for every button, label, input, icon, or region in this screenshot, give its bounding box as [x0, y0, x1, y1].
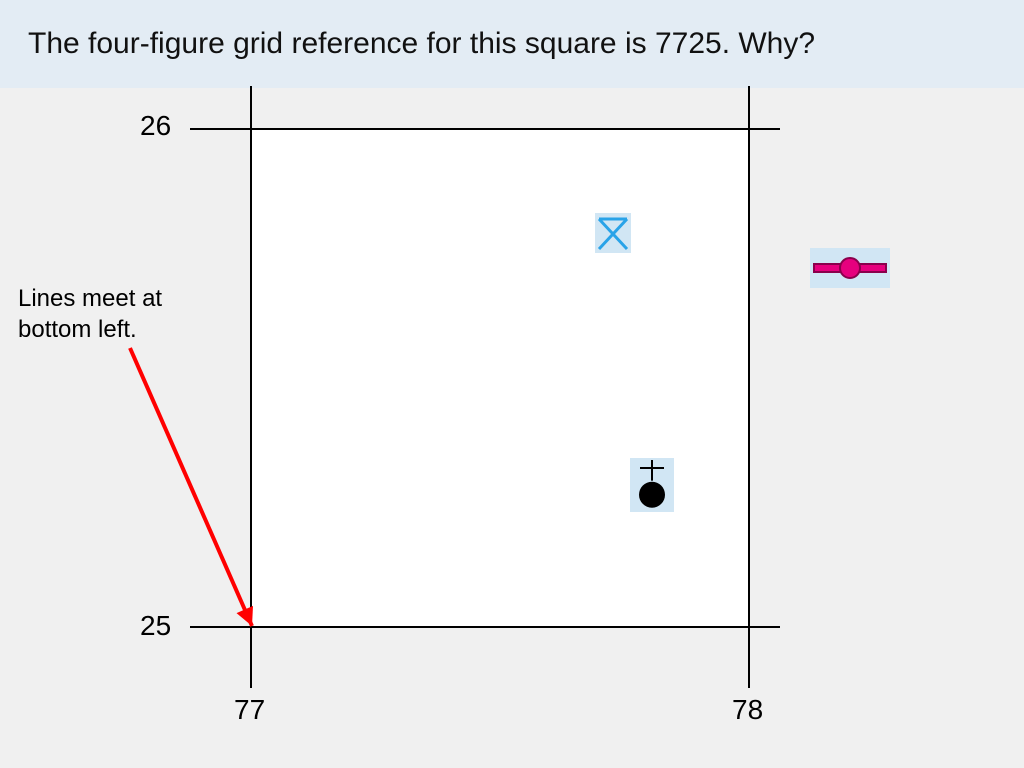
diagram-stage: 26 25 77 78 Lines meet at bottom left. [0, 88, 1024, 768]
page-title: The four-figure grid reference for this … [28, 27, 815, 61]
picnic-site-symbol-icon [595, 213, 631, 253]
station-symbol-box [810, 248, 890, 288]
label-northing-top: 26 [140, 110, 171, 142]
church-symbol-icon [630, 458, 674, 512]
arrow-line [130, 348, 252, 626]
grid-square [250, 128, 750, 628]
tick-v-top-right [748, 86, 750, 128]
tick-h-bottom-left [190, 626, 250, 628]
tick-h-top-right [750, 128, 780, 130]
side-note: Lines meet at bottom left. [18, 283, 162, 345]
label-northing-bottom: 25 [140, 610, 171, 642]
picnic-site-symbol-box [595, 213, 631, 253]
label-easting-right: 78 [732, 694, 763, 726]
tick-h-bottom-right [750, 626, 780, 628]
tick-v-bottom-left [250, 628, 252, 688]
label-easting-left: 77 [234, 694, 265, 726]
station-symbol-icon [810, 248, 890, 288]
tick-h-top-left [190, 128, 250, 130]
church-symbol-box [630, 458, 674, 512]
tick-v-top-left [250, 86, 252, 128]
title-bar: The four-figure grid reference for this … [0, 0, 1024, 88]
tick-v-bottom-right [748, 628, 750, 688]
